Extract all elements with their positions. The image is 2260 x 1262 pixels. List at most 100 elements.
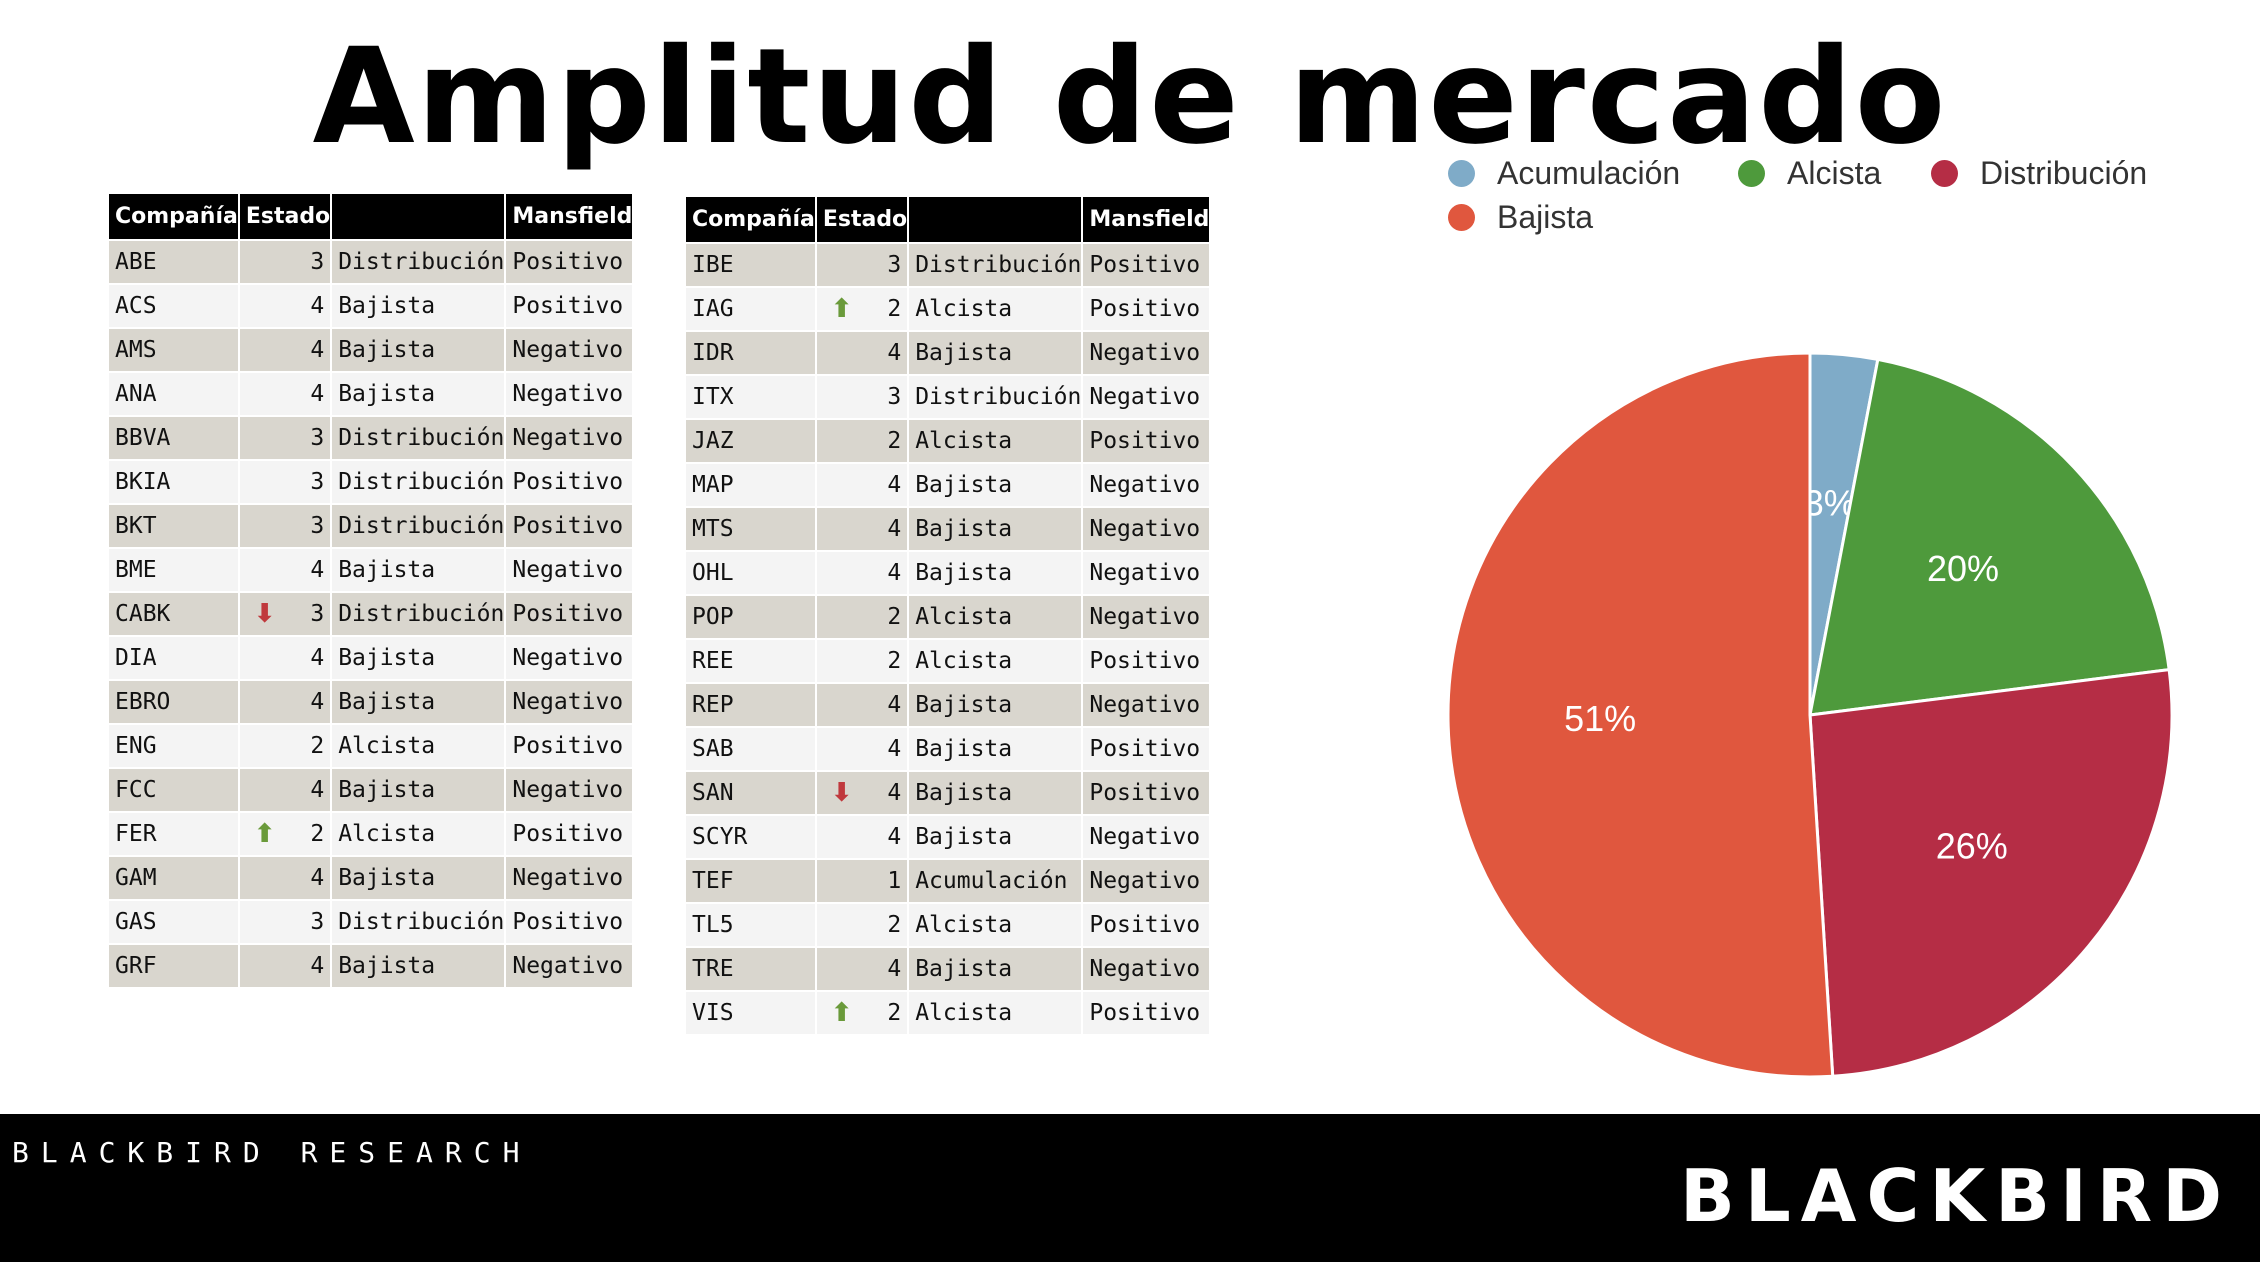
- legend-label: Bajista: [1497, 199, 1594, 235]
- mansfield-cell: Negativo: [505, 635, 633, 680]
- tipo-cell: Bajista: [331, 943, 507, 987]
- mansfield-cell-text: Negativo: [512, 557, 624, 583]
- estado-cell: ⬆ 2: [815, 990, 910, 1034]
- table-row: GRF 4 Bajista Negativo: [109, 943, 633, 987]
- table-row: IAG ⬆ 2 Alcista Positivo: [686, 286, 1210, 331]
- company-cell: IBE: [686, 242, 817, 287]
- estado-cell-text: 3: [887, 252, 902, 278]
- tipo-cell: Bajista: [908, 682, 1084, 727]
- mansfield-cell: Positivo: [505, 899, 633, 944]
- tipo-cell-text: Alcista: [915, 604, 1013, 630]
- tipo-cell-text: Acumulación: [915, 868, 1068, 894]
- mansfield-cell: Positivo: [505, 239, 633, 284]
- tipo-cell-text: Bajista: [915, 516, 1013, 542]
- mansfield-cell: Positivo: [1082, 726, 1210, 771]
- estado-cell: 4: [238, 327, 333, 372]
- estado-cell: ⬇ 3: [238, 591, 333, 636]
- mansfield-cell-text: Positivo: [1089, 428, 1201, 454]
- company-cell: BKT: [109, 503, 240, 548]
- company-cell: ENG: [109, 723, 240, 768]
- estado-cell: ⬆ 2: [238, 811, 333, 856]
- mansfield-cell: Negativo: [505, 371, 633, 416]
- legend-item-distribucion: Distribución: [1931, 155, 2147, 192]
- estado-cell: 4: [815, 506, 910, 551]
- tipo-cell: Alcista: [908, 286, 1084, 331]
- header-tipo: [908, 197, 1084, 243]
- estado-cell-text: 3: [310, 909, 325, 935]
- estado-cell-text: 3: [310, 249, 325, 275]
- tipo-cell: Distribución: [331, 415, 507, 460]
- company-cell: MAP: [686, 462, 817, 507]
- header-estado: Estado: [815, 197, 910, 243]
- table-row: TL5 2 Alcista Positivo: [686, 902, 1210, 947]
- company-cell-text: ACS: [115, 293, 157, 319]
- tipo-cell-text: Alcista: [915, 912, 1013, 938]
- mansfield-cell-text: Positivo: [512, 601, 624, 627]
- tipo-cell: Alcista: [908, 638, 1084, 683]
- company-cell: FER: [109, 811, 240, 856]
- estado-cell-text: 3: [310, 601, 325, 627]
- tipo-cell: Bajista: [331, 635, 507, 680]
- company-cell-text: CABK: [115, 601, 171, 627]
- estado-cell-text: 4: [310, 293, 325, 319]
- mansfield-cell: Negativo: [1082, 374, 1210, 419]
- tipo-cell: Distribución: [331, 591, 507, 636]
- mansfield-cell: Negativo: [1082, 550, 1210, 595]
- legend-label: Distribución: [1980, 155, 2148, 191]
- company-cell-text: SCYR: [692, 824, 748, 850]
- company-cell-text: BKT: [115, 513, 157, 539]
- table-row: BKIA 3 Distribución Positivo: [109, 459, 633, 504]
- company-cell: ITX: [686, 374, 817, 419]
- mansfield-cell-text: Positivo: [1089, 780, 1201, 806]
- slice-alcista: [1808, 357, 2171, 717]
- tipo-cell: Alcista: [331, 723, 507, 768]
- table-row: FCC 4 Bajista Negativo: [109, 767, 633, 812]
- tipo-cell: Bajista: [908, 330, 1084, 375]
- header-mansfield: Mansfield: [1082, 197, 1210, 243]
- company-cell-text: MAP: [692, 472, 734, 498]
- tipo-cell: Bajista: [908, 946, 1084, 991]
- estado-cell-text: 4: [310, 865, 325, 891]
- estado-cell: 4: [815, 462, 910, 507]
- estado-cell: 4: [238, 943, 333, 987]
- tipo-cell: Bajista: [331, 547, 507, 592]
- estado-cell-text: 4: [310, 689, 325, 715]
- company-cell: GAS: [109, 899, 240, 944]
- mansfield-cell-text: Negativo: [512, 953, 624, 979]
- table-row: JAZ 2 Alcista Positivo: [686, 418, 1210, 463]
- estado-cell: 3: [815, 374, 910, 419]
- estado-cell: 4: [238, 767, 333, 812]
- footer-brand-text: BLACKBIRD RESEARCH: [12, 1136, 532, 1169]
- mansfield-cell: Positivo: [505, 811, 633, 856]
- company-cell-text: GAS: [115, 909, 157, 935]
- table-row: IBE 3 Distribución Positivo: [686, 242, 1210, 287]
- company-cell: MTS: [686, 506, 817, 551]
- tipo-cell: Bajista: [908, 814, 1084, 859]
- company-cell: IAG: [686, 286, 817, 331]
- table-row: FER ⬆ 2 Alcista Positivo: [109, 811, 633, 856]
- company-cell: GAM: [109, 855, 240, 900]
- mansfield-cell: Negativo: [1082, 858, 1210, 903]
- estado-cell: 4: [815, 682, 910, 727]
- estado-cell-text: 4: [887, 736, 902, 762]
- mansfield-cell: Negativo: [1082, 946, 1210, 991]
- company-cell-text: DIA: [115, 645, 157, 671]
- estado-cell-text: 4: [887, 516, 902, 542]
- estado-cell: 4: [815, 726, 910, 771]
- mansfield-cell: Positivo: [505, 723, 633, 768]
- companies-table-1: Compañía Estado Mansfield ABE 3 Distribuci…: [109, 194, 633, 987]
- tipo-cell-text: Distribución: [338, 469, 505, 495]
- legend-item-bajista: Bajista: [1448, 199, 1593, 236]
- tipo-cell-text: Bajista: [915, 956, 1013, 982]
- mansfield-cell: Negativo: [505, 327, 633, 372]
- company-cell: FCC: [109, 767, 240, 812]
- estado-cell: 4: [815, 946, 910, 991]
- tipo-cell: Distribución: [331, 459, 507, 504]
- company-cell-text: OHL: [692, 560, 734, 586]
- mansfield-cell: Positivo: [1082, 242, 1210, 287]
- tipo-cell: Bajista: [331, 283, 507, 328]
- company-cell: BME: [109, 547, 240, 592]
- tipo-cell: Distribución: [908, 242, 1084, 287]
- tipo-cell-text: Bajista: [915, 340, 1013, 366]
- mansfield-cell: Negativo: [505, 855, 633, 900]
